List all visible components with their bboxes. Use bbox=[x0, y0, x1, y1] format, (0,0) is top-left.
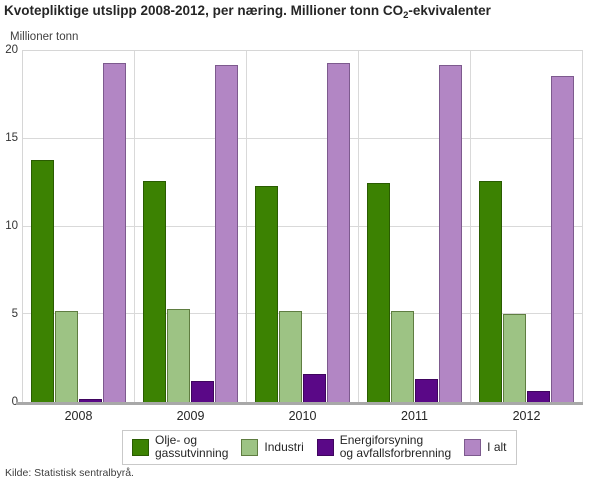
bar bbox=[255, 186, 278, 402]
y-axis-tick-label: 20 bbox=[5, 43, 18, 56]
y-axis-title: Millioner tonn bbox=[10, 31, 79, 43]
bar bbox=[79, 398, 102, 402]
legend-label: I alt bbox=[487, 439, 507, 454]
bar-cluster bbox=[23, 51, 134, 402]
bar-cluster bbox=[135, 51, 246, 402]
bar bbox=[551, 75, 574, 402]
bar bbox=[391, 310, 414, 402]
y-axis-tick-label: 0 bbox=[11, 395, 18, 408]
bar bbox=[527, 391, 550, 402]
bar bbox=[439, 65, 462, 402]
bar bbox=[279, 310, 302, 402]
bar bbox=[415, 379, 438, 402]
bar bbox=[479, 180, 502, 402]
bar-cluster bbox=[471, 51, 582, 402]
bar bbox=[143, 180, 166, 402]
legend-item: Energiforsyning og avfallsforbrenning bbox=[316, 433, 452, 461]
gridline bbox=[23, 313, 583, 315]
legend-label: Industri bbox=[264, 439, 304, 454]
y-axis-tick-label: 15 bbox=[5, 131, 18, 144]
bar-groups: 2008 2009 2010 2011 2012 bbox=[23, 51, 583, 423]
source-credit: Kilde: Statistisk sentralbyrå. bbox=[5, 467, 134, 479]
legend: Olje- og gassutvinning Industri Energifors… bbox=[122, 430, 517, 465]
bar bbox=[367, 182, 390, 402]
bar bbox=[215, 65, 238, 402]
y-axis-tick-label: 5 bbox=[11, 307, 18, 320]
y-axis-ticks: 0 5 10 15 20 bbox=[0, 44, 18, 407]
chart-title-text: Kvotepliktige utslipp 2008-2012, per nær… bbox=[4, 3, 404, 18]
legend-swatch bbox=[464, 438, 482, 456]
chart-title-suffix: -ekvivalenter bbox=[408, 3, 491, 18]
bar-group-2012: 2012 bbox=[471, 51, 583, 423]
legend-swatch bbox=[132, 438, 149, 456]
x-axis-label: 2008 bbox=[64, 409, 93, 423]
legend-swatch bbox=[241, 438, 259, 456]
bar bbox=[31, 159, 54, 402]
chart-title: Kvotepliktige utslipp 2008-2012, per nær… bbox=[4, 3, 491, 21]
bar bbox=[103, 63, 126, 402]
legend-item: Olje- og gassutvinning bbox=[132, 433, 229, 461]
gridline bbox=[23, 137, 583, 139]
bar-group-2011: 2011 bbox=[359, 51, 471, 423]
bar bbox=[327, 63, 350, 402]
bar-cluster bbox=[359, 51, 470, 402]
bar bbox=[303, 373, 326, 402]
x-axis-label: 2009 bbox=[176, 409, 205, 423]
legend-item: I alt bbox=[464, 438, 507, 456]
legend-label: Energiforsyning og avfallsforbrenning bbox=[339, 433, 452, 461]
y-axis-tick-label: 10 bbox=[5, 219, 18, 232]
bar-group-2009: 2009 bbox=[135, 51, 247, 423]
x-axis-line bbox=[16, 402, 583, 405]
chart-title-subscript: 2 bbox=[403, 10, 409, 21]
legend-label: Olje- og gassutvinning bbox=[155, 433, 229, 461]
bar bbox=[503, 314, 526, 402]
bar-group-2008: 2008 bbox=[23, 51, 135, 423]
x-axis-label: 2010 bbox=[288, 409, 317, 423]
legend-swatch bbox=[316, 438, 334, 456]
x-axis-label: 2011 bbox=[401, 409, 428, 423]
bar-cluster bbox=[247, 51, 358, 402]
bar bbox=[167, 309, 190, 402]
bar-group-2010: 2010 bbox=[247, 51, 359, 423]
bar bbox=[55, 310, 78, 402]
plot-area: 2008 2009 2010 2011 2012 bbox=[16, 50, 583, 423]
legend-item: Industri bbox=[241, 438, 304, 456]
gridline bbox=[23, 225, 583, 227]
x-axis-label: 2012 bbox=[512, 409, 541, 423]
bar bbox=[191, 380, 214, 402]
